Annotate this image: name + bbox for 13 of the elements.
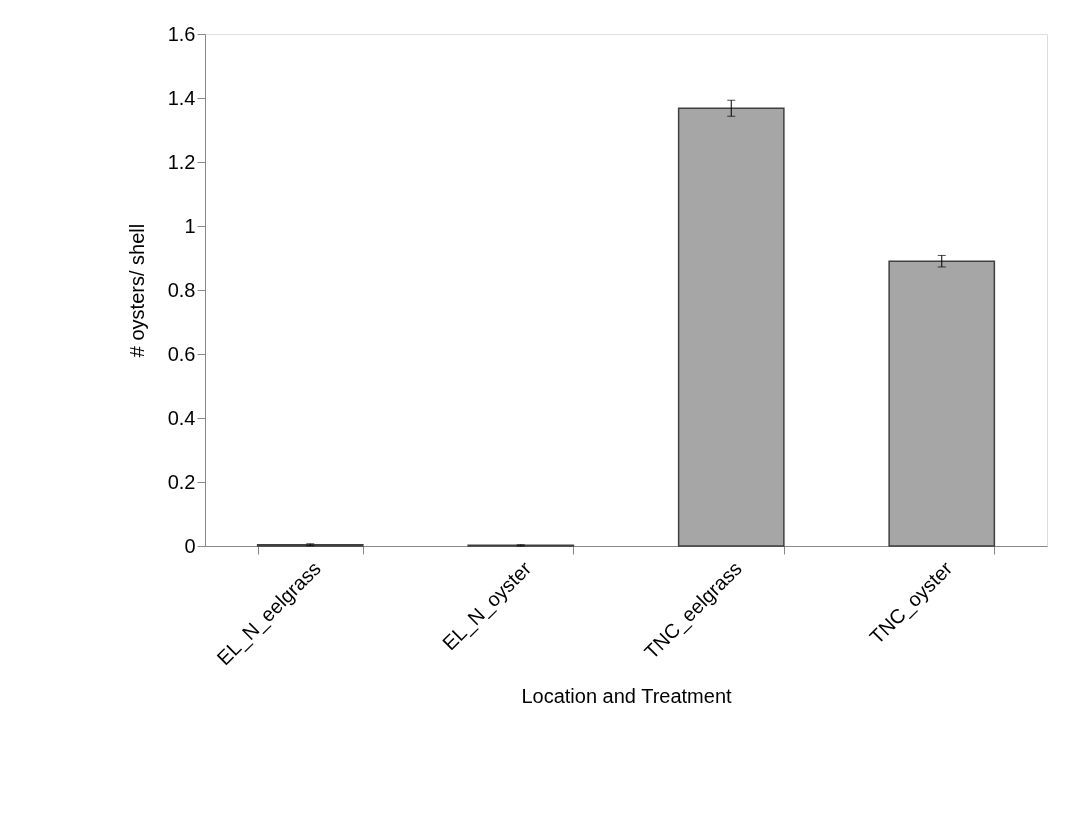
y-tick-label: 0: [184, 534, 196, 557]
y-tick-label: 0.8: [167, 278, 196, 301]
y-tick-label: 1: [184, 214, 196, 237]
x-axis-title: Location and Treatment: [521, 685, 733, 708]
y-tick-label: 0.4: [167, 406, 196, 429]
bar: [888, 260, 996, 547]
y-tick-label: 1.2: [167, 150, 196, 173]
y-tick-label: 0.6: [167, 342, 196, 365]
y-axis-title: # oysters/ shell: [125, 223, 148, 358]
y-tick-label: 1.4: [167, 86, 196, 109]
y-tick-label: 0.2: [167, 470, 196, 493]
bar: [677, 107, 785, 547]
y-tick-label: 1.6: [167, 22, 196, 45]
